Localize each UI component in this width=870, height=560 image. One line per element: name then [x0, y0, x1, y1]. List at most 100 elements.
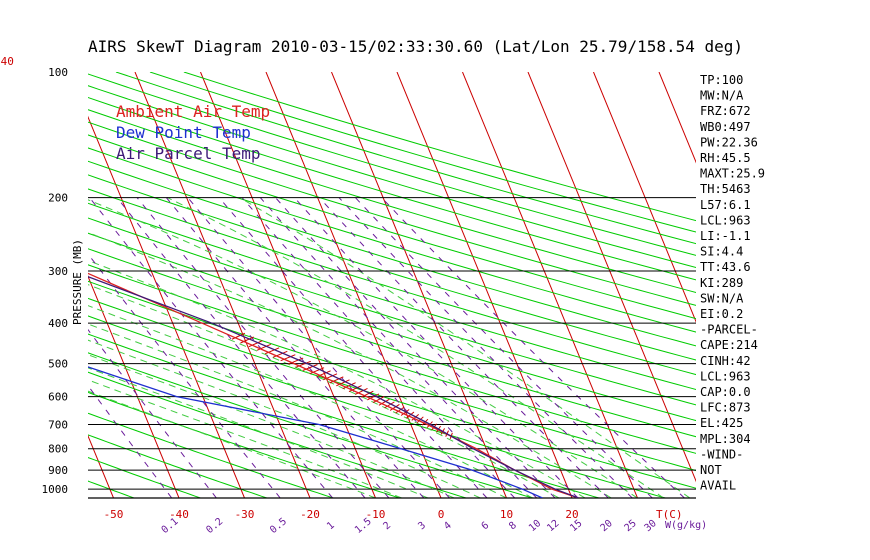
dry-adiabat-line: [88, 352, 533, 498]
stability-index: -WIND-: [700, 447, 743, 461]
isotherm-line: [88, 115, 245, 498]
dry-adiabat-line: [88, 297, 696, 489]
chart-title: AIRS SkewT Diagram 2010-03-15/02:33:30.6…: [88, 37, 743, 56]
stability-index: -PARCEL-: [700, 323, 758, 337]
mixing-ratio-tick-label: 0.2: [204, 516, 225, 536]
cape-hatch-line: [256, 343, 272, 351]
dry-adiabat-line: [88, 280, 696, 472]
isotherm-line: [527, 72, 696, 483]
stability-index: EL:425: [700, 416, 743, 430]
stability-index: L57:6.1: [700, 198, 751, 212]
dry-adiabat-line: [88, 248, 696, 438]
mixing-ratio-tick-label: 0.5: [268, 516, 289, 536]
dry-adiabat-line: [88, 174, 696, 361]
mixing-ratio-line: [218, 197, 488, 498]
pressure-axis: 100 200 300 400 500 600 700 800 900 1000: [42, 66, 69, 496]
mixing-ratio-line: [88, 384, 173, 498]
moist-adiabat-line: [88, 390, 376, 498]
mixing-ratio-tick-label: 25: [623, 518, 639, 534]
mixing-ratio-tick-label: 3: [416, 520, 428, 532]
cape-hatch-line: [400, 409, 410, 416]
mixing-ratio-tick-label: 2: [381, 520, 393, 532]
dry-adiabat-line: [88, 264, 696, 454]
legend: Ambient Air Temp Dew Point Temp Air Parc…: [116, 102, 270, 163]
stability-index: NOT: [700, 463, 722, 477]
moist-adiabat-line: [88, 199, 638, 498]
bottom-temp-tick-label: 10: [500, 508, 513, 521]
isobar-lines: [88, 197, 696, 499]
dry-adiabat-line: [88, 391, 400, 498]
stability-index: TH:5463: [700, 182, 751, 196]
isotherm-line: [331, 72, 507, 498]
stability-index: SW:N/A: [700, 291, 744, 305]
isotherm-line: [0, 72, 48, 498]
dry-adiabat-line: [88, 202, 696, 391]
cape-hatch-line: [348, 385, 362, 393]
dry-adiabat-line: [88, 217, 696, 406]
mixing-ratio-line: [88, 253, 281, 498]
top-temperature-axis: -120-110-100-90-80-70-60-50-40: [0, 55, 14, 68]
dry-adiabat-line: [88, 434, 268, 498]
mixing-ratio-line: [338, 197, 633, 498]
moist-adiabat-line: [88, 305, 533, 498]
y-axis-label: PRESSURE (MB): [71, 239, 84, 325]
cape-hatch-line: [264, 347, 280, 355]
plot-background: [88, 72, 696, 498]
moist-adiabat-line: [167, 197, 664, 498]
moist-adiabat-line: [88, 231, 612, 498]
stability-index: SI:4.4: [700, 245, 743, 259]
cape-hatch-line: [323, 373, 338, 381]
stability-index: MPL:304: [700, 432, 751, 446]
mixing-ratio-line: [355, 197, 653, 498]
legend-ambient-air-temp: Ambient Air Temp: [116, 102, 270, 121]
pressure-tick-label: 200: [48, 192, 68, 205]
mixing-ratio-line: [294, 197, 579, 498]
cape-hatch-line: [329, 376, 344, 384]
legend-dew-point-temp: Dew Point Temp: [116, 123, 251, 142]
mixing-ratio-lines: [88, 197, 685, 498]
stability-index: RH:45.5: [700, 151, 751, 165]
dry-adiabat-line: [88, 160, 696, 347]
isotherm-line: [462, 72, 638, 498]
cape-hatch-line: [378, 398, 390, 406]
pressure-tick-label: 700: [48, 419, 68, 432]
dew-point-temp-line: [88, 366, 543, 498]
dry-adiabat-line: [88, 371, 467, 498]
profile-lines: [88, 272, 579, 498]
bottom-temp-tick-label: -50: [104, 508, 124, 521]
pressure-tick-label: 900: [48, 464, 68, 477]
mixing-ratio-line: [381, 197, 685, 498]
bottom-temp-tick-label: 0: [438, 508, 445, 521]
mixing-ratio-line: [318, 197, 609, 498]
dry-adiabat-line: [88, 73, 696, 256]
dry-adiabat-line: [88, 134, 696, 320]
cape-hatch-line: [240, 336, 254, 344]
dry-adiabat-line: [88, 85, 696, 269]
stability-index: KI:289: [700, 276, 743, 290]
legend-air-parcel-temp: Air Parcel Temp: [116, 144, 261, 163]
stability-index: MAXT:25.9: [700, 167, 765, 181]
stability-index: TT:43.6: [700, 260, 751, 274]
stability-index: LCL:963: [700, 213, 751, 227]
dry-adiabat-line: [88, 333, 600, 498]
mixing-ratio-line: [275, 197, 556, 498]
mixing-unit-label: W(g/kg): [665, 520, 707, 531]
mixing-ratio-line: [259, 197, 538, 498]
cape-hatch-line: [272, 350, 288, 358]
isotherm-line: [593, 72, 696, 323]
cape-hatch-line: [372, 396, 385, 404]
cape-hatch-line: [361, 390, 374, 398]
mixing-ratio-line: [241, 197, 516, 498]
mixing-ratio-tick-label: 12: [545, 518, 561, 534]
mixing-ratio-tick-label: 10: [527, 518, 543, 534]
mixing-ratio-tick-label: 8: [507, 520, 519, 532]
stability-index: CAPE:214: [700, 338, 758, 352]
cape-hatch-line: [395, 406, 405, 414]
cape-hatch-line: [295, 360, 311, 368]
stability-index: CINH:42: [700, 354, 751, 368]
dry-adiabat-line: [88, 147, 696, 333]
cape-hatch-line: [316, 370, 331, 378]
bottom-temp-tick-label: -20: [300, 508, 320, 521]
